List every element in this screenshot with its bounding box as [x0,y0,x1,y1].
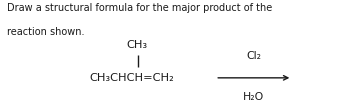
Text: reaction shown.: reaction shown. [7,27,84,37]
Text: H₂O: H₂O [243,92,264,102]
Text: CH₃CHCH=CH₂: CH₃CHCH=CH₂ [89,73,174,83]
Text: Cl₂: Cl₂ [246,51,261,61]
Text: Draw a structural formula for the major product of the: Draw a structural formula for the major … [7,3,272,13]
Text: CH₃: CH₃ [126,40,147,50]
